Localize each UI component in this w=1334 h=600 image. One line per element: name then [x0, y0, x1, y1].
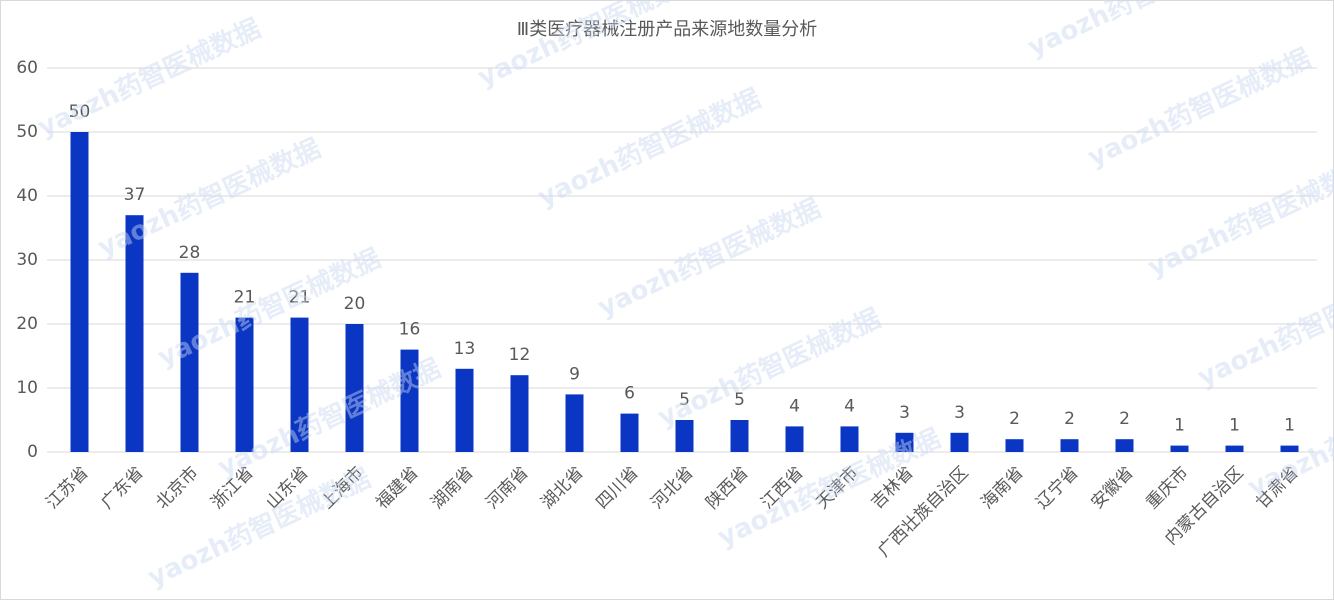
data-label: 4 — [844, 396, 855, 416]
data-label: 2 — [1119, 409, 1130, 429]
bar — [1060, 439, 1079, 452]
data-label: 9 — [569, 364, 580, 384]
data-label: 2 — [1064, 409, 1075, 429]
bar — [455, 368, 474, 452]
data-label: 21 — [234, 288, 256, 308]
bar — [840, 426, 859, 452]
bar — [1225, 445, 1244, 452]
bar — [1115, 439, 1134, 452]
bar — [510, 375, 529, 452]
data-label: 1 — [1284, 416, 1295, 436]
y-tick-label: 60 — [16, 58, 38, 78]
data-label: 50 — [69, 102, 91, 122]
data-label: 12 — [509, 345, 531, 365]
bar — [1280, 445, 1299, 452]
bar — [70, 132, 89, 452]
data-label: 3 — [899, 403, 910, 423]
data-label: 4 — [789, 396, 800, 416]
data-label: 20 — [344, 294, 366, 314]
bar — [620, 413, 639, 452]
bar — [730, 420, 749, 452]
data-label: 3 — [954, 403, 965, 423]
y-tick-label: 30 — [16, 250, 38, 270]
data-label: 1 — [1229, 416, 1240, 436]
chart-title: Ⅲ类医疗器械注册产品来源地数量分析 — [517, 19, 817, 40]
data-label: 28 — [179, 243, 201, 263]
y-tick-label: 40 — [16, 186, 38, 206]
bar — [125, 215, 144, 452]
y-tick-label: 50 — [16, 122, 38, 142]
y-tick-label: 0 — [27, 442, 38, 462]
bar — [785, 426, 804, 452]
data-label: 5 — [679, 390, 690, 410]
bar — [180, 272, 199, 452]
data-label: 5 — [734, 390, 745, 410]
bar — [1005, 439, 1024, 452]
bar — [290, 317, 309, 452]
data-label: 6 — [624, 384, 635, 404]
data-label: 1 — [1174, 416, 1185, 436]
bar — [400, 349, 419, 452]
bar — [895, 432, 914, 452]
y-tick-label: 10 — [16, 378, 38, 398]
bar — [565, 394, 584, 452]
bar — [950, 432, 969, 452]
data-label: 13 — [454, 339, 476, 359]
data-label: 37 — [124, 185, 146, 205]
bar — [345, 324, 364, 452]
bar — [675, 420, 694, 452]
data-label: 16 — [399, 320, 421, 340]
y-tick-label: 20 — [16, 314, 38, 334]
data-label: 21 — [289, 288, 311, 308]
data-label: 2 — [1009, 409, 1020, 429]
bar — [1170, 445, 1189, 452]
bar — [235, 317, 254, 452]
